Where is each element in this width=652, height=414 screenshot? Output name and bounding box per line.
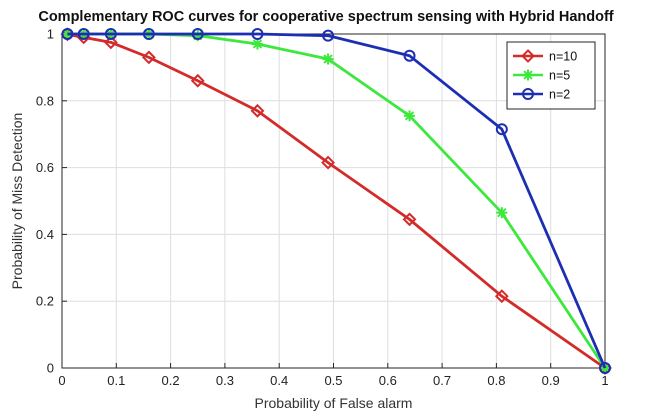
data-point	[494, 289, 509, 304]
data-point	[404, 110, 416, 122]
x-tick-label: 0.1	[107, 373, 125, 388]
legend-item: n=10	[513, 49, 577, 64]
data-point	[521, 49, 535, 63]
y-tick-label: 0.2	[36, 294, 54, 309]
x-tick-label: 0.4	[270, 373, 288, 388]
data-point	[190, 73, 205, 88]
data-point	[76, 30, 91, 45]
x-tick-label: 0.2	[162, 373, 180, 388]
data-point	[141, 50, 156, 65]
legend-item: n=5	[513, 69, 570, 83]
data-point	[142, 28, 155, 40]
legend-label: n=2	[549, 88, 570, 102]
legend-label: n=10	[549, 50, 577, 64]
data-point	[321, 155, 335, 170]
data-point	[250, 103, 265, 118]
data-point	[251, 28, 264, 40]
data-point	[599, 362, 611, 374]
x-tick-label: 0.5	[324, 373, 342, 388]
data-point	[103, 35, 118, 50]
y-axis-label: Probability of Miss Detection	[9, 113, 25, 290]
data-point	[104, 28, 117, 40]
y-tick-label: 1	[47, 27, 54, 42]
data-point	[496, 207, 508, 219]
data-point	[495, 123, 508, 136]
series-line	[67, 32, 606, 370]
data-point	[522, 88, 534, 100]
x-tick-label: 1	[601, 373, 608, 388]
legend-label: n=5	[549, 69, 570, 83]
series-layer	[60, 27, 612, 375]
legend-item: n=2	[513, 88, 570, 102]
data-point	[403, 49, 416, 62]
data-point	[77, 28, 90, 40]
y-tick-label: 0.8	[36, 93, 54, 108]
series-n-2	[61, 28, 611, 374]
x-tick-label: 0.6	[379, 373, 397, 388]
data-point	[322, 53, 334, 65]
data-point	[522, 69, 534, 81]
y-tick-label: 0.6	[36, 160, 54, 175]
data-point	[191, 28, 204, 40]
x-tick-label: 0.9	[542, 373, 560, 388]
x-tick-label: 0.3	[216, 373, 234, 388]
data-point	[251, 38, 263, 50]
y-tick-label: 0.4	[36, 227, 54, 242]
y-tick-label: 0	[47, 361, 54, 376]
legend: n=10 n=5 n=2	[506, 41, 596, 110]
series-line	[67, 32, 607, 369]
data-point	[322, 29, 335, 42]
data-point	[402, 212, 417, 227]
data-point	[61, 28, 74, 40]
series-n-10	[60, 27, 612, 375]
x-tick-label: 0.8	[487, 373, 505, 388]
axis-ticks: 0 0.1 0.2 0.3 0.4 0.5 0.6 0.7 0.8 0.9 1 0 0.2 0.4 0.6 0…	[36, 27, 609, 389]
x-tick-label: 0.7	[433, 373, 451, 388]
chart-title: Complementary ROC curves for cooperative…	[38, 9, 613, 25]
x-tick-label: 0	[58, 373, 65, 388]
x-axis-label: Probability of False alarm	[255, 395, 413, 411]
